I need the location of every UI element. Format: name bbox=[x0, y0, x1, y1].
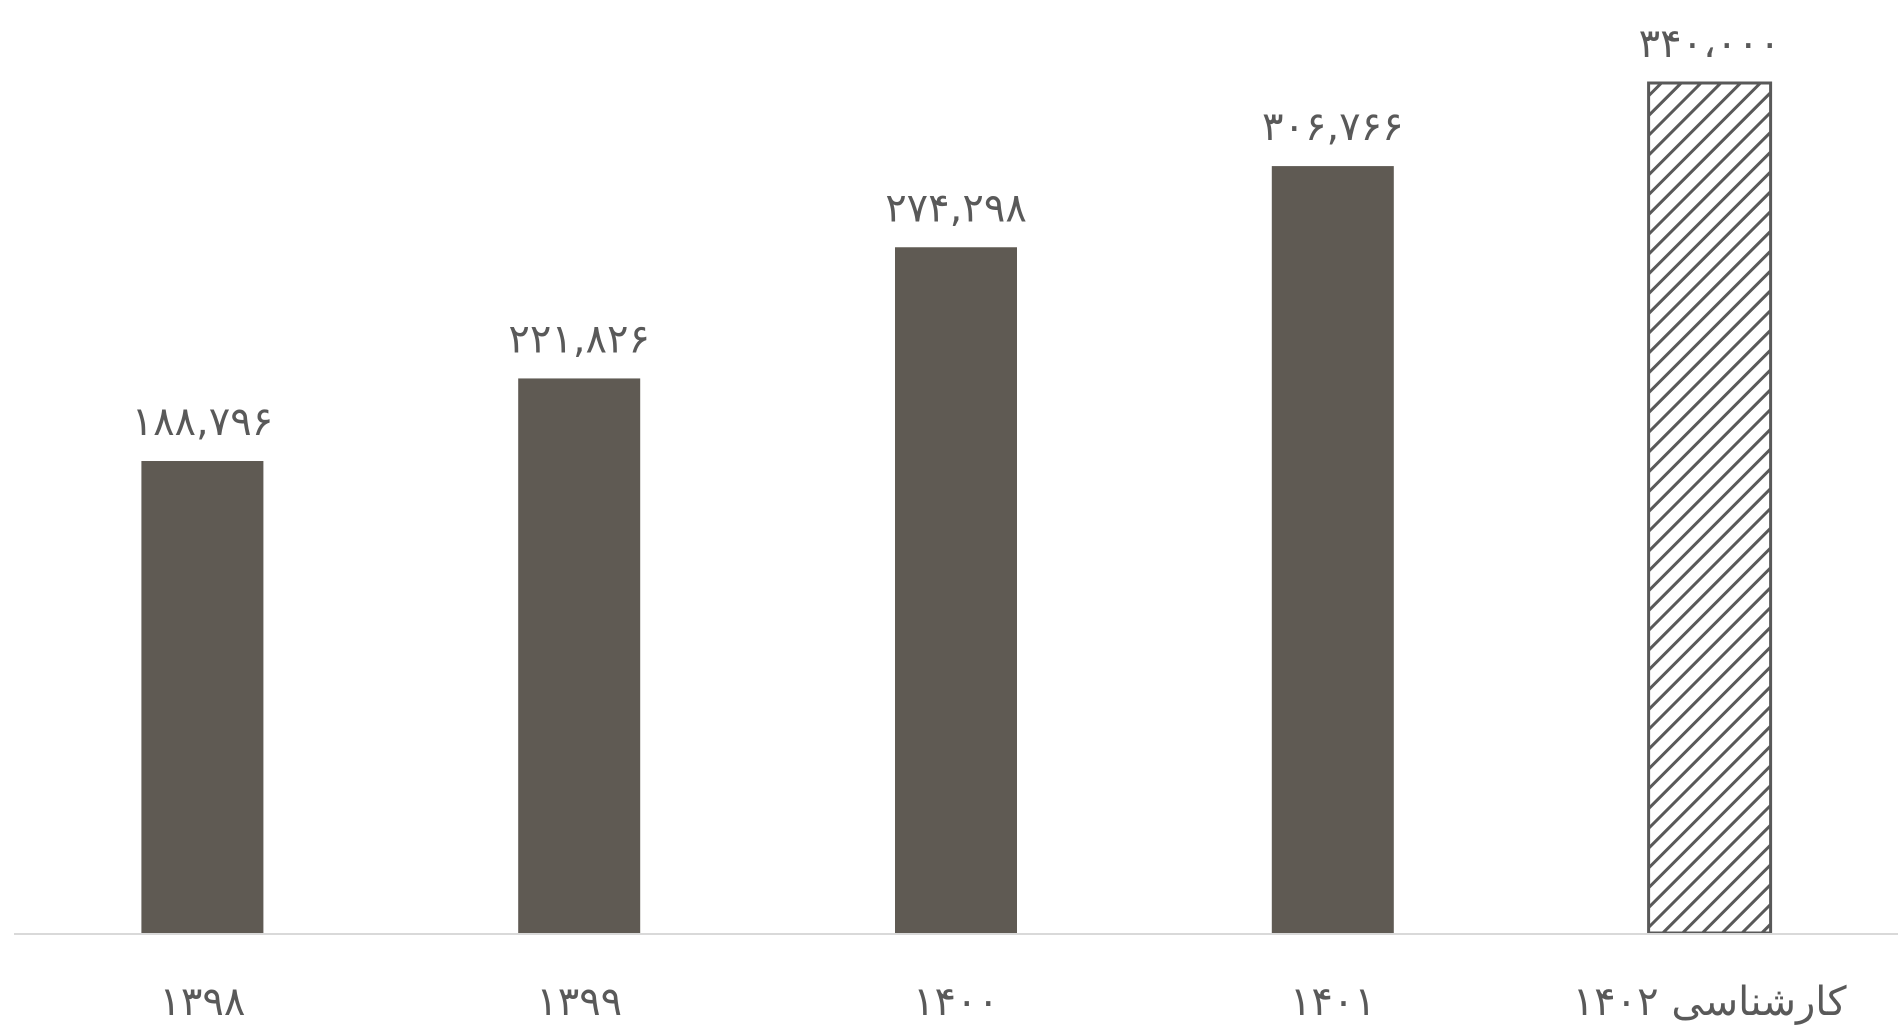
bar-value-label-2: ۲۲۱,۸۲۶ bbox=[508, 316, 650, 362]
bar-value-label-4: ۳۰۶,۷۶۶ bbox=[1262, 104, 1404, 150]
x-tick-label-1: ۱۳۹۸ bbox=[159, 979, 245, 1025]
x-axis-ticks-layer: ۱۳۹۸ ۱۳۹۹ ۱۴۰۰ ۱۴۰۱ کارشناسی ۱۴۰۲ bbox=[159, 979, 1847, 1025]
bar-4 bbox=[1271, 166, 1394, 933]
bar-1 bbox=[141, 461, 264, 933]
x-tick-label-4: ۱۴۰۱ bbox=[1290, 979, 1376, 1025]
data-labels-layer: ۱۸۸,۷۹۶ ۲۲۱,۸۲۶ ۲۷۴,۲۹۸ ۳۰۶,۷۶۶ ۳۴۰،۰۰۰ bbox=[132, 21, 1781, 445]
bar-5 bbox=[1647, 81, 1773, 935]
bar-value-label-1: ۱۸۸,۷۹۶ bbox=[132, 399, 274, 445]
x-tick-label-3: ۱۴۰۰ bbox=[913, 979, 999, 1025]
bar-2 bbox=[518, 378, 641, 933]
bars-layer bbox=[141, 81, 1773, 935]
bar-3 bbox=[895, 247, 1017, 933]
x-tick-label-5: کارشناسی ۱۴۰۲ bbox=[1573, 979, 1848, 1025]
x-tick-label-2: ۱۳۹۹ bbox=[536, 979, 622, 1025]
bar-value-label-3: ۲۷۴,۲۹۸ bbox=[885, 185, 1027, 231]
bar-value-label-5: ۳۴۰،۰۰۰ bbox=[1639, 21, 1781, 67]
